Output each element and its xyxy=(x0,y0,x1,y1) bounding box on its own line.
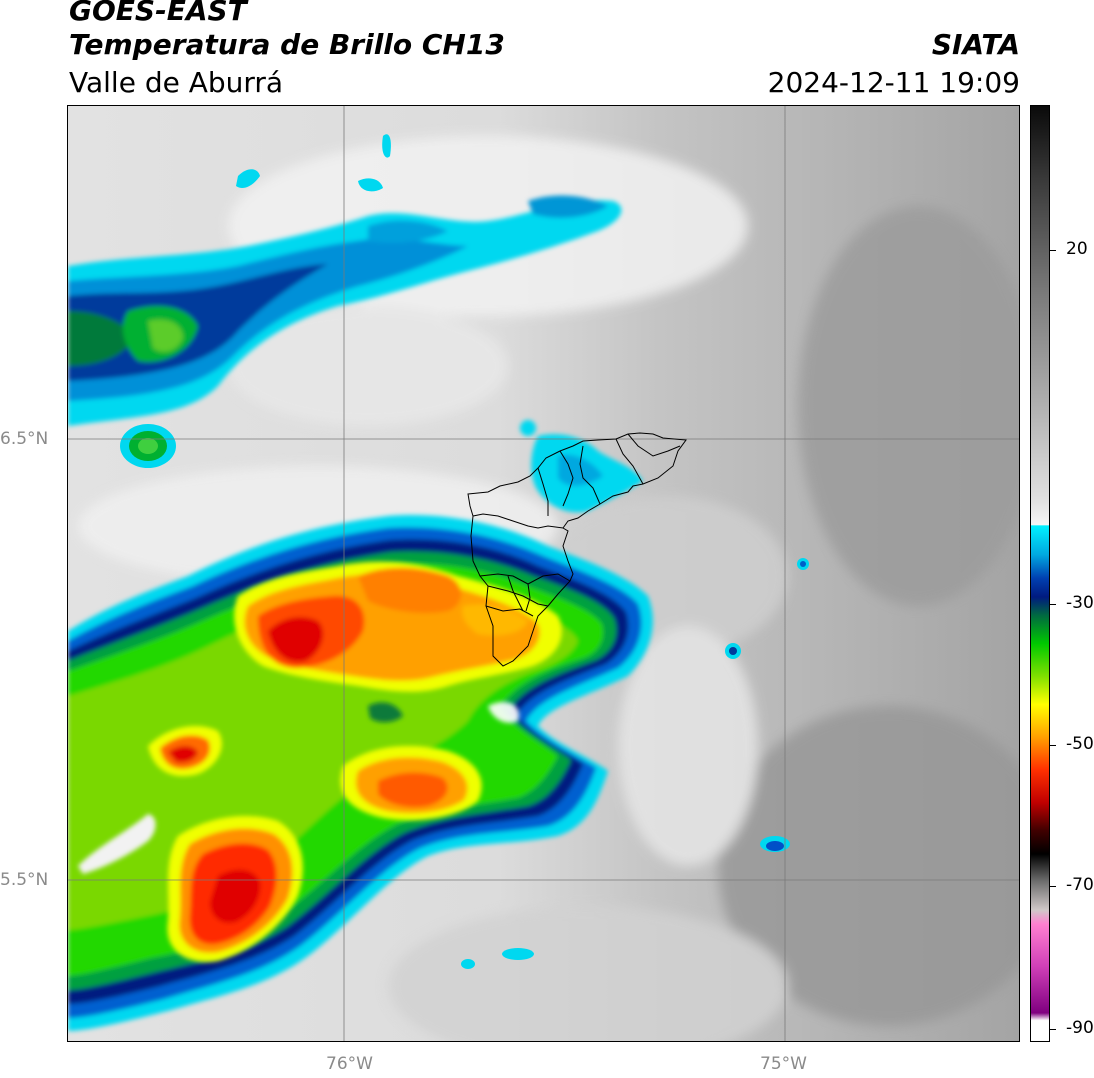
lon-label-76: 76°W xyxy=(326,1054,373,1074)
colorbar-label-minus50: -50 xyxy=(1066,734,1094,754)
lat-label-5-5: 5.5°N xyxy=(0,870,49,890)
colorbar-tick-minus30 xyxy=(1050,604,1056,605)
colorbar-tick-minus70 xyxy=(1050,886,1056,887)
region-subtitle: Valle de Aburrá xyxy=(69,66,284,99)
satellite-title: GOES-EAST xyxy=(69,0,247,27)
colorbar-gradient xyxy=(1031,106,1049,1041)
colorbar-tick-20 xyxy=(1050,250,1056,251)
lat-label-6-5: 6.5°N xyxy=(0,429,49,449)
agency-label: SIATA xyxy=(931,28,1020,61)
graticule xyxy=(68,106,1019,1041)
colorbar-label-minus70: -70 xyxy=(1066,875,1094,895)
colorbar-label-minus90: -90 xyxy=(1066,1018,1094,1038)
colorbar-label-20: 20 xyxy=(1066,239,1088,259)
brightness-temperature-image xyxy=(68,106,1019,1041)
product-title: Temperatura de Brillo CH13 xyxy=(69,28,505,61)
colorbar-label-minus30: -30 xyxy=(1066,593,1094,613)
colorbar-tick-minus50 xyxy=(1050,745,1056,746)
datetime-label: 2024-12-11 19:09 xyxy=(767,66,1020,99)
satellite-map xyxy=(67,105,1020,1042)
colorbar-tick-minus90 xyxy=(1050,1029,1056,1030)
lon-label-75: 75°W xyxy=(760,1054,807,1074)
colorbar xyxy=(1030,105,1050,1042)
municipal-boundaries xyxy=(467,432,687,667)
